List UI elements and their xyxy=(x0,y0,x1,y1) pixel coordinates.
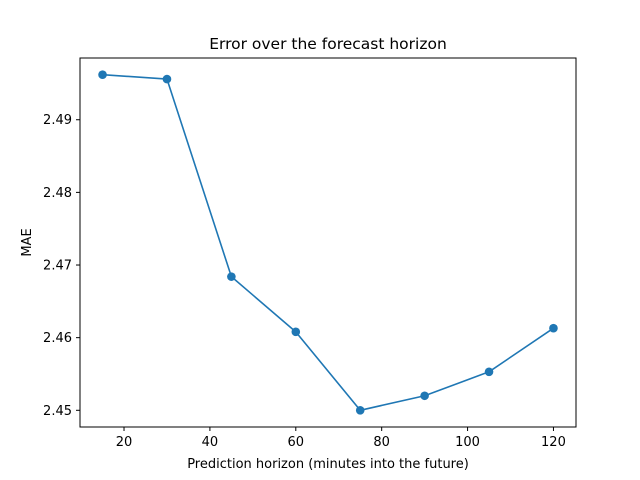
data-point-marker xyxy=(484,367,494,377)
data-point-marker xyxy=(98,70,107,80)
x-tick-label: 120 xyxy=(541,435,566,450)
data-point-marker xyxy=(549,323,558,333)
plot-frame xyxy=(79,57,577,428)
series-line xyxy=(102,73,554,412)
x-axis-label: Prediction horizon (minutes into the fut… xyxy=(187,457,469,472)
y-tick-label: 2.46 xyxy=(43,331,72,346)
x-tick-label: 20 xyxy=(116,435,133,450)
x-tick-label: 40 xyxy=(202,435,219,450)
x-axis-ticks: 20 40 60 80 100 120 xyxy=(116,427,566,450)
data-point-marker xyxy=(227,272,236,281)
series-layer xyxy=(98,70,558,415)
data-point-marker xyxy=(355,405,365,415)
y-tick-label: 2.47 xyxy=(43,259,72,274)
x-tick-label: 80 xyxy=(373,435,390,450)
data-point-marker xyxy=(291,327,301,337)
data-point-marker xyxy=(420,391,429,401)
chart-title: Error over the forecast horizon xyxy=(209,35,447,53)
y-axis-ticks: 2.45 2.46 2.47 2.48 2.49 xyxy=(43,113,80,419)
data-point-marker xyxy=(162,74,172,84)
y-tick-label: 2.45 xyxy=(43,404,72,419)
plot-area xyxy=(80,58,576,427)
x-tick-label: 60 xyxy=(288,435,305,450)
y-axis-label: MAE xyxy=(20,228,35,256)
y-tick-label: 2.48 xyxy=(43,186,72,201)
x-tick-label: 100 xyxy=(455,435,480,450)
y-tick-label: 2.49 xyxy=(43,113,72,128)
